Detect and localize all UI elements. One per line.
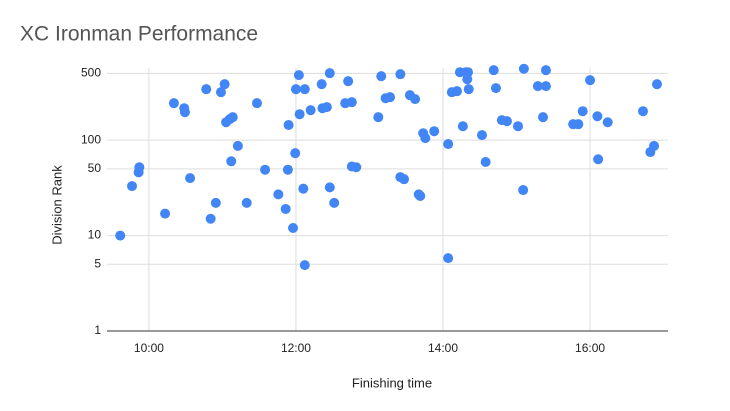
- point: [518, 63, 529, 74]
- point: [226, 156, 237, 167]
- point: [260, 164, 271, 175]
- point: [290, 148, 301, 159]
- point: [115, 230, 126, 241]
- point: [602, 117, 613, 128]
- point: [538, 112, 549, 123]
- point: [376, 71, 387, 82]
- point: [443, 139, 454, 150]
- point: [273, 189, 284, 200]
- y-tick-label: 1: [94, 323, 101, 337]
- point: [577, 106, 588, 117]
- point: [593, 154, 604, 165]
- point: [290, 84, 301, 95]
- point: [410, 94, 421, 105]
- point: [126, 181, 137, 192]
- point: [480, 157, 491, 168]
- point: [373, 112, 384, 123]
- point: [280, 203, 291, 214]
- point: [160, 208, 171, 219]
- x-tick-label: 16:00: [575, 341, 605, 355]
- y-axis-title: Division Rank: [49, 165, 64, 245]
- point: [343, 76, 354, 87]
- point: [651, 79, 662, 90]
- y-tick-label: 50: [88, 161, 102, 175]
- point: [185, 173, 196, 184]
- point: [299, 84, 310, 95]
- x-tick-label: 14:00: [428, 341, 458, 355]
- y-tick-label: 100: [81, 132, 101, 146]
- x-tick-label: 10:00: [134, 341, 164, 355]
- point: [395, 69, 406, 80]
- point: [219, 79, 230, 90]
- point: [443, 253, 454, 264]
- point: [415, 190, 426, 201]
- point: [294, 109, 305, 120]
- point: [324, 182, 335, 193]
- point: [532, 81, 543, 92]
- point: [329, 197, 340, 208]
- point: [399, 174, 410, 185]
- point: [346, 97, 357, 108]
- point: [316, 79, 327, 90]
- x-axis-title: Finishing time: [352, 375, 432, 390]
- point: [283, 120, 294, 131]
- point: [488, 65, 499, 76]
- point: [324, 68, 335, 79]
- point: [299, 260, 310, 271]
- point: [476, 130, 487, 141]
- y-tick-label: 5: [94, 256, 101, 270]
- point: [227, 112, 238, 123]
- point: [501, 116, 512, 127]
- point: [251, 98, 262, 109]
- point: [513, 121, 524, 132]
- point: [205, 213, 216, 224]
- point: [351, 162, 362, 173]
- point: [463, 84, 474, 95]
- point: [201, 84, 212, 95]
- point: [585, 75, 596, 86]
- point: [490, 83, 501, 94]
- point: [241, 197, 252, 208]
- point: [385, 92, 396, 103]
- point: [288, 223, 299, 234]
- point: [232, 140, 243, 151]
- point: [429, 126, 440, 137]
- y-tick-label: 10: [88, 228, 102, 242]
- point: [179, 107, 190, 118]
- chart-title: XC Ironman Performance: [20, 23, 258, 46]
- point: [518, 185, 529, 196]
- point: [638, 106, 649, 117]
- point: [457, 121, 468, 132]
- point: [215, 87, 226, 98]
- point: [649, 140, 660, 151]
- point: [463, 67, 474, 78]
- point: [134, 162, 145, 173]
- point: [321, 102, 332, 113]
- point: [540, 81, 551, 92]
- point: [305, 105, 316, 116]
- y-tick-label: 500: [81, 66, 101, 80]
- point: [540, 65, 551, 76]
- point: [451, 86, 462, 97]
- x-tick-label: 12:00: [281, 341, 311, 355]
- point: [573, 119, 584, 130]
- point: [592, 111, 603, 122]
- point: [210, 197, 221, 208]
- point: [298, 183, 309, 194]
- point: [293, 70, 304, 81]
- point: [420, 133, 431, 144]
- point: [282, 164, 293, 175]
- point: [168, 98, 179, 109]
